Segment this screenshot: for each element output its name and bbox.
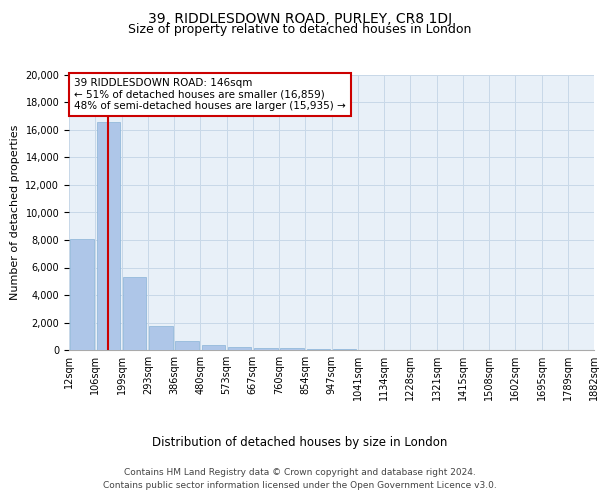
Text: 39 RIDDLESDOWN ROAD: 146sqm
← 51% of detached houses are smaller (16,859)
48% of: 39 RIDDLESDOWN ROAD: 146sqm ← 51% of det… [74,78,346,111]
Bar [70,238,94,350]
Text: Distribution of detached houses by size in London: Distribution of detached houses by size … [152,436,448,449]
Bar [307,348,330,350]
Bar [280,348,304,350]
Bar [123,277,146,350]
Bar [149,326,173,350]
Text: Contains HM Land Registry data © Crown copyright and database right 2024.: Contains HM Land Registry data © Crown c… [124,468,476,477]
Bar [175,341,199,350]
Bar [254,348,278,350]
Bar [97,122,120,350]
Bar [228,347,251,350]
Y-axis label: Number of detached properties: Number of detached properties [10,125,20,300]
Text: Contains public sector information licensed under the Open Government Licence v3: Contains public sector information licen… [103,480,497,490]
Bar [202,345,225,350]
Text: 39, RIDDLESDOWN ROAD, PURLEY, CR8 1DJ: 39, RIDDLESDOWN ROAD, PURLEY, CR8 1DJ [148,12,452,26]
Text: Size of property relative to detached houses in London: Size of property relative to detached ho… [128,22,472,36]
